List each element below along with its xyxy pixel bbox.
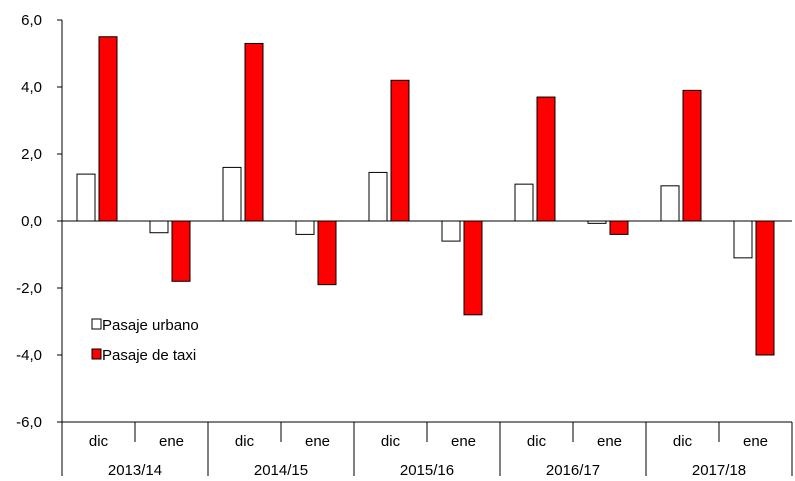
x-group-label: 2016/17 [546, 462, 600, 479]
bar-pasaje-de-taxi [98, 36, 118, 222]
legend: Pasaje urbano Pasaje de taxi [91, 317, 199, 364]
bar-pasaje-urbano [76, 173, 96, 222]
bar-pasaje-urbano [368, 171, 388, 222]
x-month-label: dic [235, 433, 255, 450]
bar-pasaje-urbano [222, 166, 242, 222]
legend-label-pasaje-de-taxi: Pasaje de taxi [102, 347, 196, 364]
x-month-label: dic [673, 433, 693, 450]
x-group-label: 2013/14 [108, 462, 162, 479]
legend-swatch-pasaje-de-taxi [91, 348, 102, 360]
x-month-label: dic [89, 433, 109, 450]
bar-pasaje-de-taxi [390, 79, 410, 222]
bars [76, 36, 775, 356]
x-group-label: 2014/15 [254, 462, 308, 479]
legend-swatch-pasaje-urbano [91, 318, 102, 330]
x-group-label: 2017/18 [692, 462, 746, 479]
y-tick-label: 0,0 [21, 213, 42, 230]
bar-pasaje-urbano [295, 220, 315, 235]
bar-pasaje-de-taxi [536, 96, 556, 222]
bar-pasaje-de-taxi [244, 42, 264, 222]
bar-pasaje-de-taxi [609, 220, 629, 235]
bar-pasaje-de-taxi [755, 220, 775, 356]
bar-pasaje-urbano [733, 220, 753, 259]
x-month-label: dic [527, 433, 547, 450]
bar-pasaje-de-taxi [317, 220, 337, 286]
bar-pasaje-urbano [587, 220, 607, 224]
bar-pasaje-urbano [514, 183, 534, 222]
y-tick-label: -4,0 [16, 347, 42, 364]
bar-pasaje-urbano [441, 220, 461, 242]
x-month-label: ene [743, 433, 768, 450]
x-month-label: ene [597, 433, 622, 450]
x-month-label: dic [381, 433, 401, 450]
y-tick-label: 2,0 [21, 146, 42, 163]
legend-label-pasaje-urbano: Pasaje urbano [102, 317, 199, 334]
bar-pasaje-de-taxi [171, 220, 191, 282]
bar-pasaje-urbano [660, 185, 680, 222]
y-tick-label: 4,0 [21, 79, 42, 96]
x-month-label: ene [451, 433, 476, 450]
x-category-labels: dic ene dic ene dic ene dic ene dic ene 2013/14 201… [61, 422, 793, 479]
bar-pasaje-de-taxi [463, 220, 483, 316]
axes: 6,0 4,0 2,0 0,0 -2,0 -4,0 -6,0 [16, 12, 792, 431]
x-month-label: ene [305, 433, 330, 450]
bar-pasaje-de-taxi [682, 89, 702, 222]
bar-pasaje-urbano [149, 220, 169, 234]
y-tick-label: -2,0 [16, 280, 42, 297]
x-month-label: ene [159, 433, 184, 450]
y-tick-label: -6,0 [16, 414, 42, 431]
y-tick-label: 6,0 [21, 12, 42, 29]
x-group-label: 2015/16 [400, 462, 454, 479]
